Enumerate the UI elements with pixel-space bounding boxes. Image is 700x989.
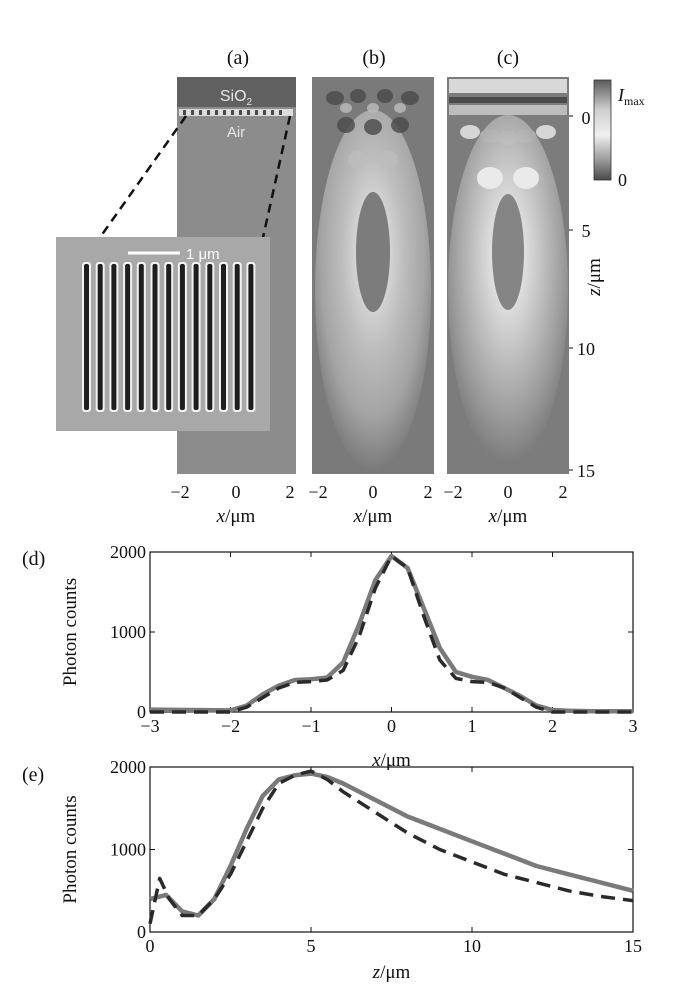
x-axis-c: −2 0 2 x/μm bbox=[443, 482, 567, 527]
sem-slit bbox=[138, 264, 144, 410]
z-tick-15: 15 bbox=[577, 461, 595, 481]
x-tick-a-0: 0 bbox=[232, 482, 241, 502]
sio2-layer bbox=[177, 77, 296, 107]
y-tick-label: 0 bbox=[137, 702, 146, 722]
x-tick-b-0: 0 bbox=[369, 482, 378, 502]
x-tick-a-2: 2 bbox=[286, 482, 295, 502]
panel-label-e: (e) bbox=[22, 764, 44, 786]
x-tick-c-0: 0 bbox=[504, 482, 513, 502]
sem-slit bbox=[166, 264, 172, 410]
x-axis-label: z/μm bbox=[372, 962, 411, 983]
z-axis: 0 5 10 15 z/μm bbox=[569, 108, 605, 481]
y-tick-label: 1000 bbox=[110, 622, 146, 642]
panel-label-a: (a) bbox=[227, 47, 249, 69]
chart-d: −3 −2 −1 0 1 2 3 0 1000 2000 Photon counts x/μm bbox=[60, 542, 638, 771]
grating-slits bbox=[183, 110, 282, 115]
zoom-line-right bbox=[256, 115, 292, 261]
panel-label-d: (d) bbox=[22, 548, 45, 570]
series-line-solid bbox=[149, 553, 633, 714]
x-axis-label: x/μm bbox=[371, 750, 411, 771]
y-tick-label: 0 bbox=[137, 922, 146, 942]
plot-frame bbox=[149, 551, 634, 713]
x-tick-label: −3 bbox=[140, 716, 159, 736]
x-label-b: x/μm bbox=[353, 506, 393, 527]
sem-slit bbox=[207, 264, 213, 410]
series-line-dashed bbox=[150, 554, 633, 714]
x-tick-b-neg2: −2 bbox=[308, 482, 327, 502]
air-label: Air bbox=[227, 124, 245, 141]
colorbar: Imax 0 bbox=[593, 79, 645, 190]
x-tick-c-neg2: −2 bbox=[443, 482, 462, 502]
y-tick-label: 2000 bbox=[110, 542, 146, 562]
x-tick-label: −1 bbox=[301, 716, 320, 736]
sem-slits bbox=[82, 262, 256, 412]
x-tick-a-neg2: −2 bbox=[170, 482, 189, 502]
x-tick-label: 10 bbox=[463, 936, 481, 956]
series-line-dashed bbox=[148, 769, 634, 925]
sem-slit bbox=[97, 264, 103, 410]
colorbar-min-label: 0 bbox=[618, 170, 627, 190]
z-tick-10: 10 bbox=[577, 339, 595, 359]
panel-c-intensity bbox=[447, 77, 569, 474]
x-tick-b-2: 2 bbox=[424, 482, 433, 502]
x-label-a: x/μm bbox=[216, 506, 256, 527]
y-tick-label: 2000 bbox=[110, 757, 146, 777]
sem-slit bbox=[84, 264, 89, 410]
x-tick-label: 0 bbox=[146, 936, 155, 956]
plot-frame bbox=[149, 766, 634, 933]
x-tick-label: 3 bbox=[629, 716, 638, 736]
z-tick-5: 5 bbox=[582, 221, 591, 241]
x-tick-label: 5 bbox=[307, 936, 316, 956]
sem-slit bbox=[221, 264, 226, 410]
sem-slit bbox=[193, 264, 199, 410]
x-tick-label: 0 bbox=[387, 716, 396, 736]
scalebar-label: 1 μm bbox=[186, 246, 220, 263]
z-axis-label: z/μm bbox=[584, 258, 605, 297]
colorbar-max-label: Imax bbox=[617, 85, 645, 108]
grating-strip bbox=[179, 109, 293, 116]
sem-inset: 1 μm bbox=[56, 237, 270, 431]
panel-b-intensity bbox=[312, 77, 434, 474]
sem-slit bbox=[125, 264, 131, 410]
x-axis-b: −2 0 2 x/μm bbox=[308, 482, 432, 527]
panel-label-c: (c) bbox=[497, 47, 519, 69]
y-axis-label: Photon counts bbox=[60, 795, 81, 903]
x-tick-label: 1 bbox=[468, 716, 477, 736]
y-tick-label: 1000 bbox=[110, 840, 146, 860]
chart-e: 0 5 10 15 0 1000 2000 Photon counts z/μm bbox=[60, 757, 642, 983]
z-tick-0: 0 bbox=[582, 108, 591, 128]
sem-slit bbox=[111, 264, 117, 410]
x-tick-label: 2 bbox=[548, 716, 557, 736]
x-axis-a: −2 0 2 x/μm bbox=[170, 482, 294, 527]
x-tick-label: 15 bbox=[624, 936, 642, 956]
x-tick-label: −2 bbox=[221, 716, 240, 736]
x-label-c: x/μm bbox=[488, 506, 528, 527]
sem-slit bbox=[152, 264, 158, 410]
sem-slit bbox=[234, 264, 240, 410]
sem-slit bbox=[179, 264, 185, 410]
panel-label-b: (b) bbox=[362, 47, 385, 69]
y-axis-label: Photon counts bbox=[60, 578, 81, 686]
series-line-solid bbox=[149, 771, 634, 918]
sem-slit bbox=[248, 264, 254, 410]
x-tick-c-2: 2 bbox=[559, 482, 568, 502]
sio2-label: SiO2 bbox=[220, 88, 253, 108]
